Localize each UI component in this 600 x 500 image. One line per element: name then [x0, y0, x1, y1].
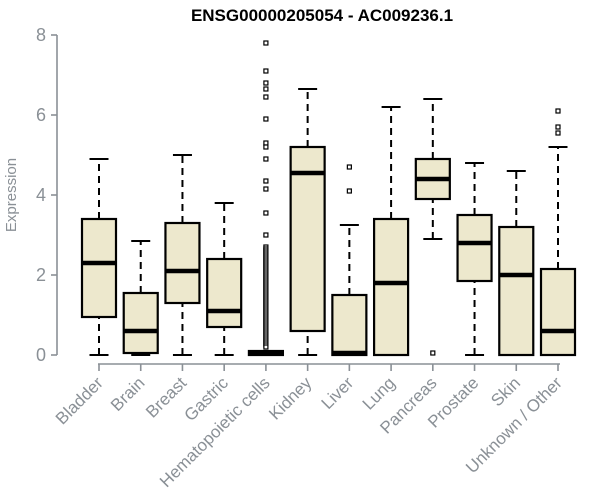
boxplot-kidney	[289, 88, 326, 356]
boxplot-lung	[372, 106, 410, 357]
box	[164, 221, 201, 305]
box	[372, 217, 410, 357]
outlier-point	[263, 210, 269, 216]
x-tick-label: Skin	[487, 373, 524, 410]
x-tick-label: Liver	[318, 373, 358, 413]
outlier-point	[263, 144, 269, 150]
outlier-point	[346, 164, 352, 170]
outlier-point	[263, 232, 269, 238]
outlier-point	[263, 178, 269, 184]
outlier-point	[430, 350, 436, 356]
y-tick-label: 6	[36, 105, 46, 125]
outlier-point	[263, 344, 269, 350]
box	[80, 217, 118, 319]
y-axis-title: Expression	[3, 158, 20, 232]
y-tick-label: 8	[36, 25, 46, 45]
boxplot-unknown-other	[539, 108, 577, 357]
chart-title: ENSG00000205054 - AC009236.1	[190, 6, 454, 25]
box	[498, 225, 535, 357]
outlier-point	[555, 130, 561, 136]
outlier-point	[263, 80, 269, 86]
boxplot-brain	[122, 240, 159, 356]
boxplot-pancreas	[414, 98, 451, 356]
boxplot-prostate	[456, 162, 493, 356]
outlier-point	[263, 94, 269, 100]
outlier-point	[263, 140, 269, 146]
outlier-point	[263, 116, 269, 122]
outlier-point	[263, 40, 269, 46]
boxplot-skin	[498, 170, 535, 357]
boxplot-gastric	[206, 202, 243, 356]
outlier-point	[346, 188, 352, 194]
box	[456, 213, 493, 283]
box	[289, 145, 326, 333]
box	[122, 291, 159, 355]
outlier-point	[555, 124, 561, 130]
boxplot-bladder	[80, 158, 118, 356]
y-tick-label: 2	[36, 265, 46, 285]
outlier-point	[263, 156, 269, 162]
outlier-point	[263, 186, 269, 192]
outlier-point	[263, 68, 269, 74]
x-tick-label: Kidney	[265, 373, 316, 424]
outlier-point	[263, 86, 269, 92]
boxplot-breast	[164, 154, 201, 356]
boxplot-hematopoietic-cells	[247, 40, 285, 357]
box	[206, 257, 243, 329]
boxplot-liver	[331, 164, 368, 357]
x-tick-label: Bladder	[52, 373, 107, 428]
outlier-point	[555, 108, 561, 114]
box	[539, 267, 577, 357]
box	[331, 293, 368, 357]
y-tick-label: 0	[36, 345, 46, 365]
y-tick-label: 4	[36, 185, 46, 205]
